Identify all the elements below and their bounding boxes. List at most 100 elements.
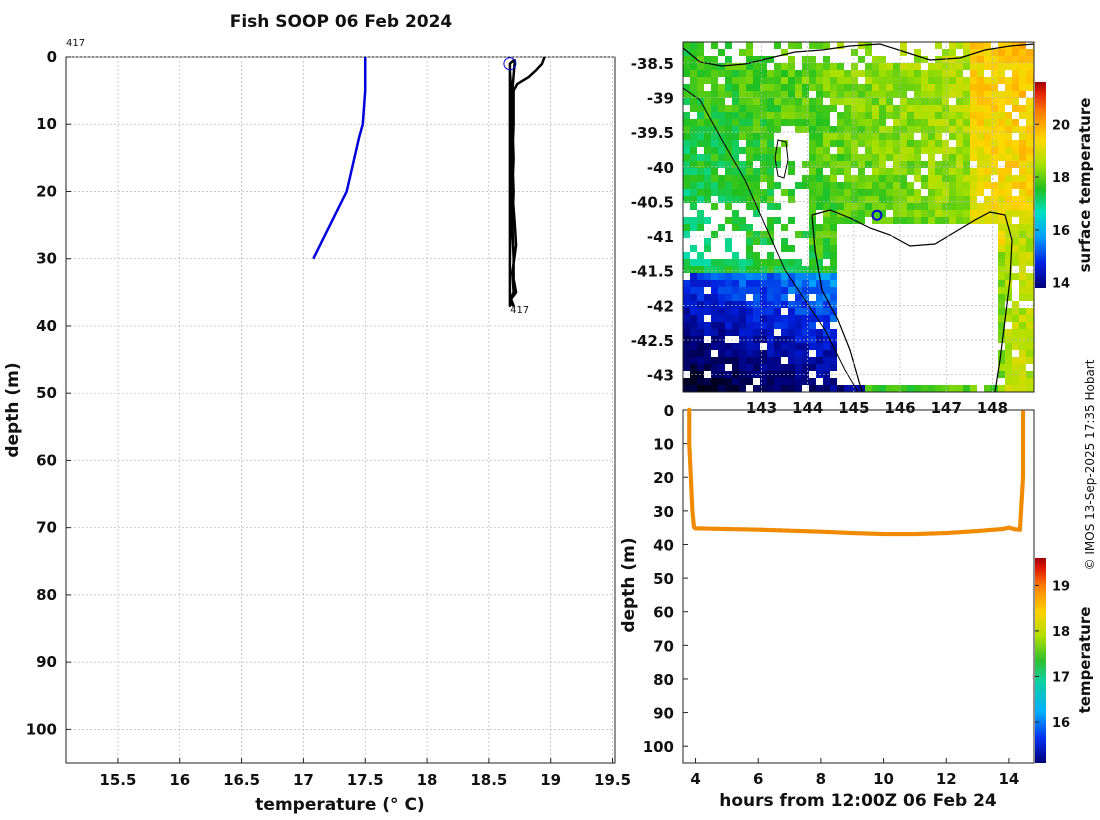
sst-cell bbox=[816, 105, 823, 112]
sst-cell bbox=[1026, 168, 1033, 175]
sst-cell bbox=[886, 105, 893, 112]
sst-cell bbox=[1005, 154, 1012, 161]
sst-cell bbox=[718, 84, 725, 91]
sst-cell bbox=[935, 133, 942, 140]
sst-cell bbox=[830, 329, 837, 336]
sst-cell bbox=[1012, 63, 1019, 70]
sst-cell bbox=[1019, 175, 1026, 182]
sst-cell bbox=[907, 217, 914, 224]
sst-cell bbox=[921, 112, 928, 119]
sst-cell bbox=[767, 231, 774, 238]
sst-cell bbox=[683, 49, 690, 56]
sst-cell bbox=[816, 42, 823, 49]
sst-cell bbox=[739, 217, 746, 224]
sst-cell bbox=[1019, 273, 1026, 280]
sst-cell bbox=[753, 385, 760, 392]
sst-cell bbox=[991, 77, 998, 84]
sst-cell bbox=[830, 238, 837, 245]
profile-plot-frame bbox=[65, 56, 616, 764]
sst-cell bbox=[711, 371, 718, 378]
sst-cell bbox=[844, 140, 851, 147]
sst-cell bbox=[977, 105, 984, 112]
sst-cell bbox=[1012, 84, 1019, 91]
profile-x-tick-label: 17.5 bbox=[347, 771, 384, 789]
sst-cell bbox=[774, 91, 781, 98]
sst-cell bbox=[984, 42, 991, 49]
sst-cell bbox=[949, 182, 956, 189]
sst-cell bbox=[725, 105, 732, 112]
sst-cell bbox=[753, 147, 760, 154]
sst-cell bbox=[1019, 294, 1026, 301]
sst-cell bbox=[753, 357, 760, 364]
sst-cell bbox=[732, 294, 739, 301]
sst-cell bbox=[697, 70, 704, 77]
sst-cell bbox=[739, 84, 746, 91]
sst-cell bbox=[858, 140, 865, 147]
sst-cell bbox=[949, 84, 956, 91]
sst-cell bbox=[753, 343, 760, 350]
sst-cell bbox=[704, 182, 711, 189]
sst-cell bbox=[935, 168, 942, 175]
sst-cell bbox=[732, 77, 739, 84]
sst-cell bbox=[725, 140, 732, 147]
sst-cell bbox=[690, 196, 697, 203]
sst-cell bbox=[816, 245, 823, 252]
sst-cell bbox=[1019, 91, 1026, 98]
sst-cell bbox=[683, 364, 690, 371]
sst-cell bbox=[704, 70, 711, 77]
sst-cell bbox=[963, 119, 970, 126]
sst-cell bbox=[956, 140, 963, 147]
sst-cell bbox=[998, 273, 1005, 280]
sst-cell bbox=[1019, 126, 1026, 133]
sst-cell bbox=[1019, 343, 1026, 350]
sst-cell bbox=[732, 266, 739, 273]
sst-cell bbox=[767, 203, 774, 210]
sst-cell bbox=[753, 238, 760, 245]
sst-cell bbox=[921, 56, 928, 63]
sst-cell bbox=[1019, 210, 1026, 217]
sst-cell bbox=[1005, 336, 1012, 343]
sst-cell bbox=[816, 168, 823, 175]
sst-cell bbox=[1012, 231, 1019, 238]
sst-cell bbox=[746, 77, 753, 84]
sst-cell bbox=[1012, 98, 1019, 105]
sst-cell bbox=[998, 252, 1005, 259]
sst-cell bbox=[704, 378, 711, 385]
time-x-tick-label: 12 bbox=[936, 770, 957, 788]
sst-cell bbox=[858, 189, 865, 196]
sst-map-lon-label: 148 bbox=[977, 399, 1008, 417]
sst-cell bbox=[683, 259, 690, 266]
sst-cell bbox=[942, 161, 949, 168]
sst-cell bbox=[942, 49, 949, 56]
sst-cell bbox=[725, 343, 732, 350]
sst-cell bbox=[998, 336, 1005, 343]
sst-cell bbox=[690, 329, 697, 336]
sst-cell bbox=[795, 266, 802, 273]
sst-cell bbox=[746, 308, 753, 315]
sst-cell bbox=[781, 70, 788, 77]
sst-cell bbox=[956, 77, 963, 84]
sst-cell bbox=[858, 112, 865, 119]
sst-cell bbox=[760, 70, 767, 77]
sst-cell bbox=[1012, 161, 1019, 168]
sst-cell bbox=[711, 63, 718, 70]
sst-cell bbox=[851, 203, 858, 210]
sst-cell bbox=[746, 203, 753, 210]
sst-cell bbox=[739, 63, 746, 70]
sst-cell bbox=[886, 133, 893, 140]
sst-cell bbox=[935, 42, 942, 49]
sst-cell bbox=[949, 175, 956, 182]
sst-cell bbox=[935, 98, 942, 105]
sst-cell bbox=[879, 210, 886, 217]
sst-cell bbox=[781, 280, 788, 287]
sst-cell bbox=[823, 77, 830, 84]
sst-cell bbox=[816, 203, 823, 210]
sst-cell bbox=[872, 168, 879, 175]
profile-start-label: 417 bbox=[66, 38, 85, 49]
sst-cell bbox=[725, 126, 732, 133]
sst-cell bbox=[949, 385, 956, 392]
sst-cell bbox=[711, 203, 718, 210]
sst-cell bbox=[949, 133, 956, 140]
sst-cell bbox=[746, 238, 753, 245]
